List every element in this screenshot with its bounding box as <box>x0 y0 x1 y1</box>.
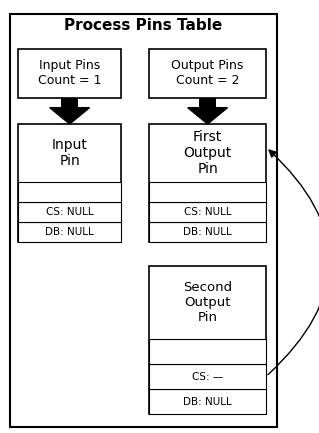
FancyBboxPatch shape <box>149 124 266 242</box>
FancyBboxPatch shape <box>19 49 121 98</box>
Polygon shape <box>188 108 227 124</box>
FancyBboxPatch shape <box>19 202 121 222</box>
Text: Second
Output
Pin: Second Output Pin <box>183 281 232 324</box>
FancyBboxPatch shape <box>149 182 266 202</box>
Text: DB: NULL: DB: NULL <box>45 227 94 237</box>
FancyBboxPatch shape <box>61 98 78 108</box>
Text: First
Output
Pin: First Output Pin <box>183 130 232 176</box>
Text: CS: NULL: CS: NULL <box>46 207 93 217</box>
Text: DB: NULL: DB: NULL <box>183 227 232 237</box>
FancyBboxPatch shape <box>149 49 266 98</box>
FancyBboxPatch shape <box>10 14 277 427</box>
FancyBboxPatch shape <box>149 202 266 222</box>
Text: Input Pins
Count = 1: Input Pins Count = 1 <box>38 59 101 87</box>
Text: DB: NULL: DB: NULL <box>183 397 232 407</box>
FancyBboxPatch shape <box>19 222 121 242</box>
FancyBboxPatch shape <box>149 389 266 414</box>
Polygon shape <box>50 108 90 124</box>
FancyBboxPatch shape <box>149 222 266 242</box>
Text: Process Pins Table: Process Pins Table <box>64 18 223 32</box>
FancyBboxPatch shape <box>149 364 266 389</box>
Text: CS: —: CS: — <box>192 372 223 381</box>
Text: Input
Pin: Input Pin <box>52 138 88 168</box>
FancyBboxPatch shape <box>149 339 266 364</box>
FancyBboxPatch shape <box>199 98 216 108</box>
FancyBboxPatch shape <box>149 266 266 414</box>
FancyBboxPatch shape <box>19 182 121 202</box>
FancyBboxPatch shape <box>19 124 121 242</box>
Text: Output Pins
Count = 2: Output Pins Count = 2 <box>171 59 244 87</box>
Text: CS: NULL: CS: NULL <box>184 207 231 217</box>
